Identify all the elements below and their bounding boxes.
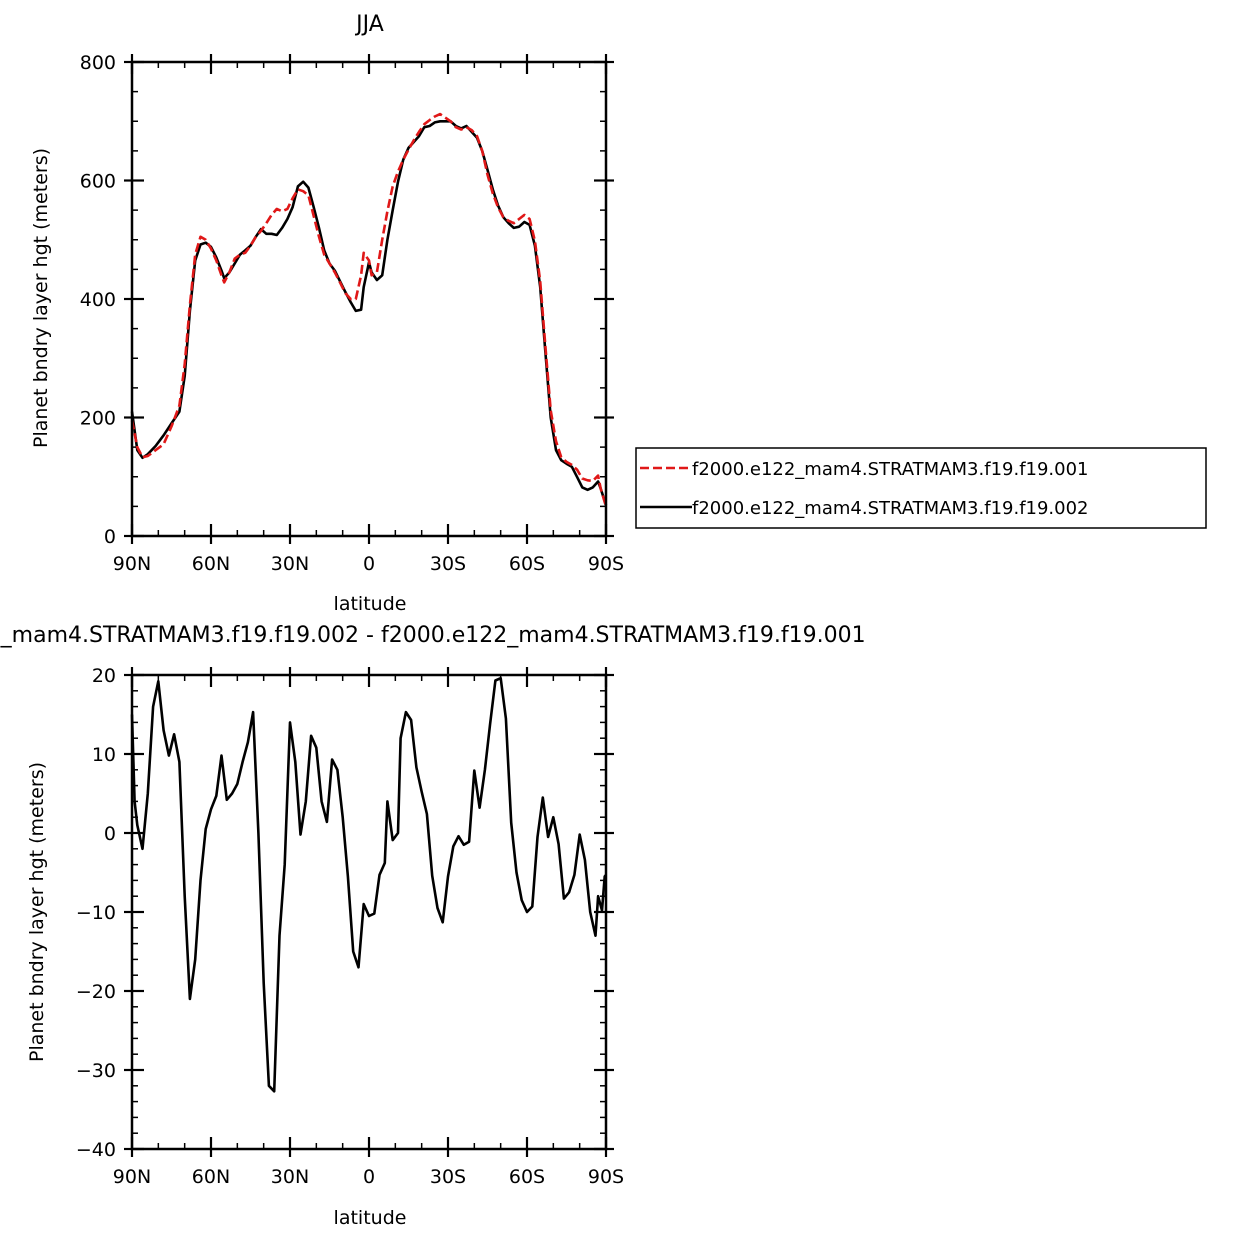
t-y-tick-label-1: 200 — [80, 408, 116, 430]
t-y-tick-label-3: 600 — [80, 171, 116, 193]
t-y-tick-label-0: 0 — [104, 526, 116, 548]
t-x-tick-label-3: 0 — [363, 553, 375, 575]
t-x-tick-label-4: 30S — [430, 553, 466, 575]
b-y-tick-label-5: 10 — [92, 744, 116, 766]
b-x-tick-label-6: 90S — [588, 1166, 624, 1188]
t-x-tick-label-0: 90N — [113, 553, 151, 575]
legend: f2000.e122_mam4.STRATMAM3.f19.f19.001 f2… — [635, 447, 1207, 529]
t-x-tick-label-2: 30N — [271, 553, 309, 575]
top-chart-title: JJA — [354, 12, 384, 37]
top-series-group — [130, 112, 608, 507]
bottom-x-axis-label: latitude — [334, 1207, 407, 1229]
t-x-tick-label-1: 60N — [192, 553, 230, 575]
b-y-tick-label-2: −20 — [76, 981, 116, 1003]
t-y-tick-label-4: 800 — [80, 52, 116, 74]
legend-entry-series-001: f2000.e122_mam4.STRATMAM3.f19.f19.001 — [692, 459, 1089, 480]
b-x-tick-label-0: 90N — [113, 1166, 151, 1188]
t-series-line-1 — [130, 120, 608, 506]
top-plot-frame — [130, 60, 608, 538]
b-y-tick-label-6: 20 — [92, 665, 116, 687]
bottom-panel: f2000.e122_mam4.STRATMAM3.f19.f19.002 - … — [0, 623, 866, 1229]
t-series-line-0 — [130, 112, 608, 507]
bottom-y-axis-label: Planet bndry layer hgt (meters) — [26, 762, 48, 1062]
b-x-tick-label-3: 0 — [363, 1166, 375, 1188]
b-y-tick-label-3: −10 — [76, 902, 116, 924]
b-x-tick-label-1: 60N — [192, 1166, 230, 1188]
b-x-tick-label-4: 30S — [430, 1166, 466, 1188]
top-y-axis-label: Planet bndry layer hgt (meters) — [30, 148, 52, 448]
bottom-series-group — [130, 676, 608, 1093]
b-y-tick-label-4: 0 — [104, 823, 116, 845]
bottom-chart-title: f2000.e122_mam4.STRATMAM3.f19.f19.002 - … — [0, 623, 866, 648]
bottom-tick-labels: 90N 60N 30N 0 30S 60S 90S −40 −30 −20 −10 0 10 20 — [76, 665, 624, 1188]
legend-entry-series-002: f2000.e122_mam4.STRATMAM3.f19.f19.002 — [692, 498, 1089, 519]
b-x-tick-label-2: 30N — [271, 1166, 309, 1188]
t-y-tick-label-2: 400 — [80, 289, 116, 311]
t-x-tick-label-6: 90S — [588, 553, 624, 575]
top-tick-labels: 90N 60N 30N 0 30S 60S 90S 0 200 400 600 800 — [80, 52, 624, 575]
top-x-axis-label: latitude — [334, 593, 407, 615]
top-panel: JJA Planet bndry layer hgt (meters) lati… — [30, 12, 624, 615]
b-y-tick-label-1: −30 — [76, 1060, 116, 1082]
bottom-plot-frame — [130, 673, 608, 1151]
t-x-tick-label-5: 60S — [509, 553, 545, 575]
b-y-tick-label-0: −40 — [76, 1139, 116, 1161]
b-x-tick-label-5: 60S — [509, 1166, 545, 1188]
legend-box — [635, 447, 1207, 529]
b-series-line-0 — [130, 676, 608, 1093]
